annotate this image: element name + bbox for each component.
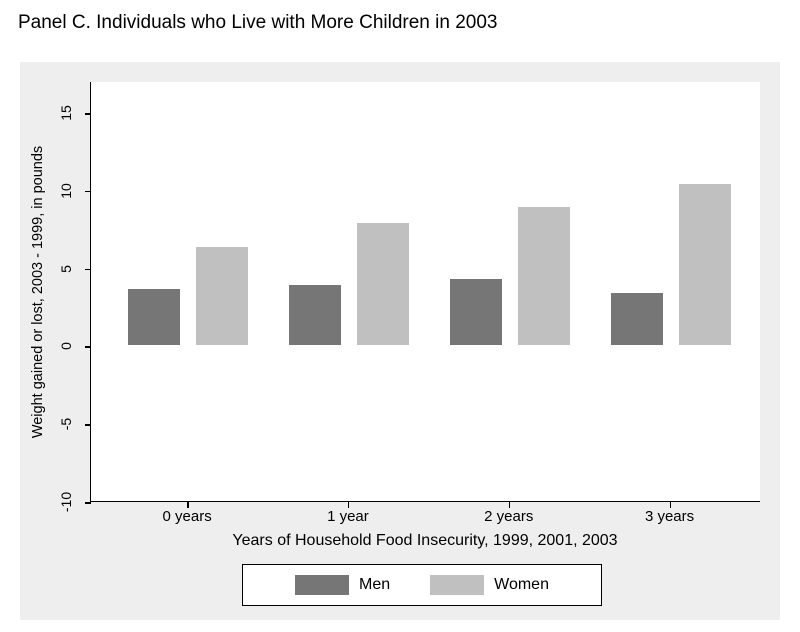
bar-men-2 [450,279,502,346]
y-axis-label-text: Weight gained or lost, 2003 - 1999, in p… [30,146,46,438]
y-tick-mark [85,424,91,426]
bar-men-0 [128,289,180,345]
y-tick-mark [85,346,91,348]
bar-men-3 [611,293,663,346]
legend: Men Women [242,564,602,606]
panel-title: Panel C. Individuals who Live with More … [0,0,800,34]
plot-area [90,82,760,502]
legend-label-women: Women [494,576,549,594]
bar-women-0 [196,247,248,345]
y-tick-label: 10 [48,181,84,201]
bar-men-1 [289,285,341,346]
y-tick-label: -10 [48,492,84,512]
bar-women-2 [518,207,570,345]
x-axis-label: Years of Household Food Insecurity, 1999… [90,532,760,550]
legend-swatch-men [295,575,349,595]
x-tick-label: 0 years [127,508,247,525]
y-tick-mark [85,269,91,271]
bar-women-3 [679,184,731,346]
x-tick-label: 1 year [288,508,408,525]
bar-women-1 [357,223,409,346]
y-tick-mark [85,113,91,115]
chart-container: Weight gained or lost, 2003 - 1999, in p… [20,62,780,620]
y-axis-label: Weight gained or lost, 2003 - 1999, in p… [28,82,48,502]
y-tick-label: -5 [48,414,84,434]
x-tick-label: 3 years [610,508,730,525]
legend-swatch-women [430,575,484,595]
legend-label-men: Men [359,576,390,594]
y-tick-mark [85,191,91,193]
y-tick-label: 15 [48,103,84,123]
y-tick-label: 0 [48,336,84,356]
y-tick-label: 5 [48,259,84,279]
x-tick-label: 2 years [449,508,569,525]
legend-item-men: Men [295,575,390,595]
legend-item-women: Women [430,575,549,595]
